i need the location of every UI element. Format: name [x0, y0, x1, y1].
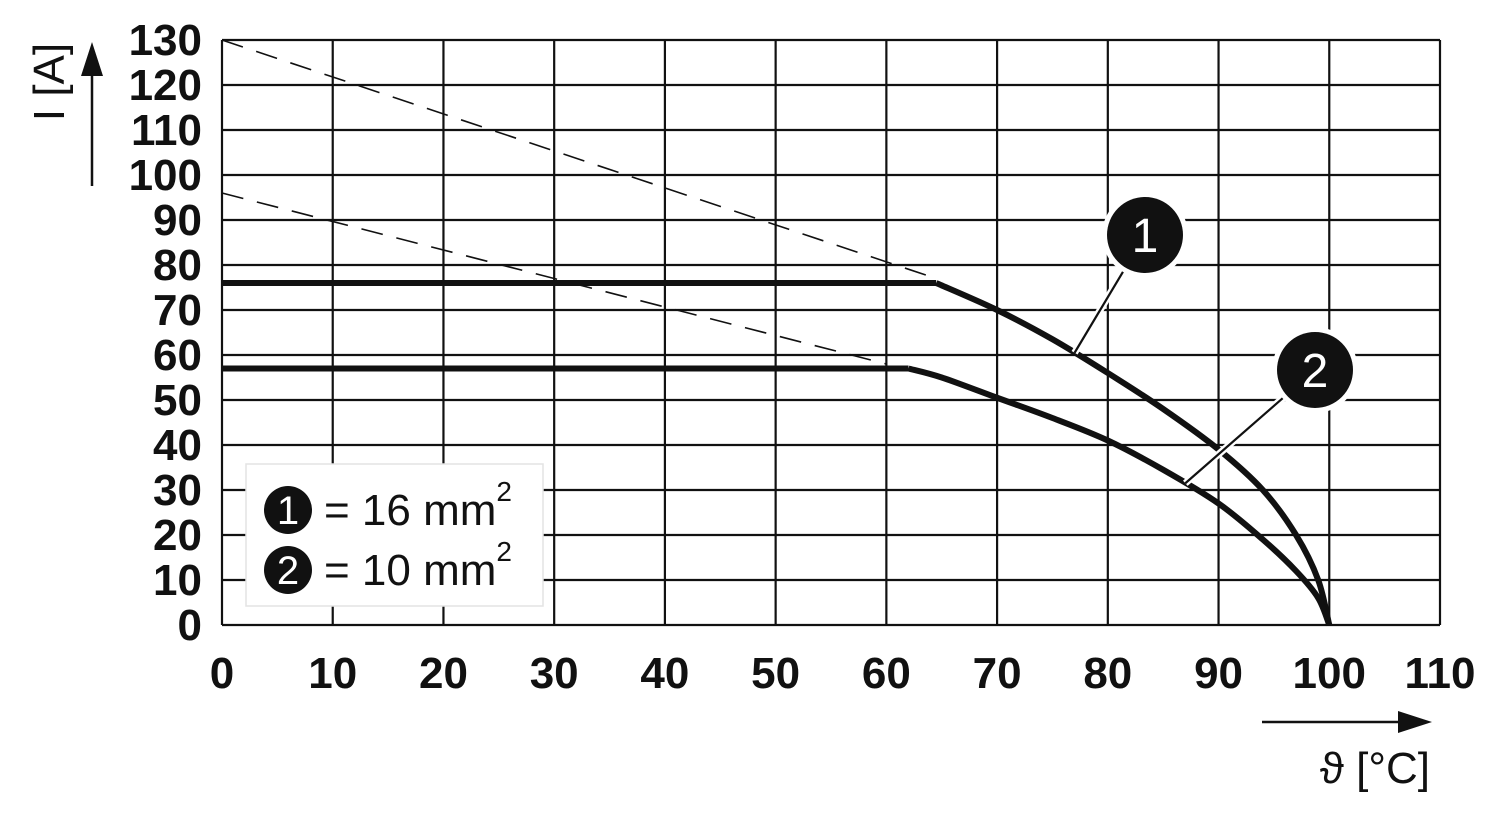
y-axis-title-group: I [A] — [25, 42, 103, 186]
x-tick-label: 50 — [751, 649, 800, 698]
y-tick-label: 110 — [131, 106, 202, 155]
legend-badge-2-label: 2 — [277, 549, 299, 593]
reference-dashed-line-1 — [221, 39, 937, 280]
y-axis-arrow-head — [81, 42, 103, 76]
y-tick-label: 40 — [153, 421, 202, 470]
y-tick-label: 80 — [153, 241, 202, 290]
x-tick-label: 40 — [640, 649, 689, 698]
callout-leader-line-1 — [1073, 268, 1126, 354]
y-tick-label: 20 — [153, 511, 202, 560]
legend-item-1: 1 = 16 mm2 — [264, 476, 512, 535]
legend-badge-2-icon — [264, 546, 312, 594]
callout-badge-1-label: 1 — [1132, 210, 1159, 263]
y-tick-label: 120 — [129, 61, 202, 110]
legend-item-2: 2 = 10 mm2 — [264, 536, 512, 595]
legend-badge-1-label: 1 — [277, 489, 299, 533]
x-axis-arrow-head — [1398, 711, 1432, 733]
x-tick-label: 90 — [1194, 649, 1243, 698]
callout-badge-2-label: 2 — [1302, 345, 1329, 398]
y-tick-label: 10 — [153, 556, 202, 605]
x-tick-label: 100 — [1293, 649, 1366, 698]
callout-leaders — [1071, 267, 1288, 486]
y-tick-label: 70 — [153, 286, 202, 335]
x-axis-title-group: ϑ [°C] — [1262, 711, 1432, 793]
legend-item-1-text: = 16 mm — [324, 486, 496, 535]
legend-item-2-sup: 2 — [496, 536, 512, 567]
x-tick-label: 60 — [862, 649, 911, 698]
callout-leader-line-2 — [1184, 395, 1286, 485]
legend: 1 = 16 mm2 2 = 10 mm2 — [245, 463, 544, 607]
callout-badges: 12 — [1102, 192, 1358, 413]
x-tick-label: 110 — [1405, 649, 1476, 698]
y-axis-title: I [A] — [25, 43, 74, 121]
legend-item-2-text: = 10 mm — [324, 546, 496, 595]
x-tick-label: 0 — [210, 649, 234, 698]
reference-lines — [221, 39, 937, 365]
series-2-curve — [907, 365, 1333, 627]
y-tick-label: 30 — [153, 466, 202, 515]
x-tick-label: 20 — [419, 649, 468, 698]
y-tick-label: 60 — [153, 331, 202, 380]
x-tick-labels: 0 10 20 30 40 50 60 70 80 90 100 110 — [210, 649, 1476, 698]
legend-item-2-label: = 10 mm2 — [324, 536, 512, 595]
series-1-curve — [934, 280, 1333, 626]
callout-badge-2-icon — [1277, 332, 1353, 408]
legend-item-1-sup: 2 — [496, 476, 512, 507]
y-tick-label: 100 — [129, 151, 202, 200]
x-tick-label: 30 — [530, 649, 579, 698]
x-tick-label: 70 — [973, 649, 1022, 698]
y-tick-label: 0 — [178, 601, 202, 650]
x-tick-label: 80 — [1083, 649, 1132, 698]
x-axis-title: ϑ [°C] — [1320, 744, 1430, 793]
series-lines — [222, 280, 1333, 627]
chart-grid — [220, 38, 1442, 627]
callout-badge-1-icon — [1107, 197, 1183, 273]
legend-item-1-label: = 16 mm2 — [324, 476, 512, 535]
y-tick-label: 50 — [153, 376, 202, 425]
y-tick-label: 130 — [129, 16, 202, 65]
y-tick-label: 90 — [153, 196, 202, 245]
legend-badge-1-icon — [264, 486, 312, 534]
x-tick-label: 10 — [308, 649, 357, 698]
reference-dashed-line-2 — [221, 192, 887, 365]
